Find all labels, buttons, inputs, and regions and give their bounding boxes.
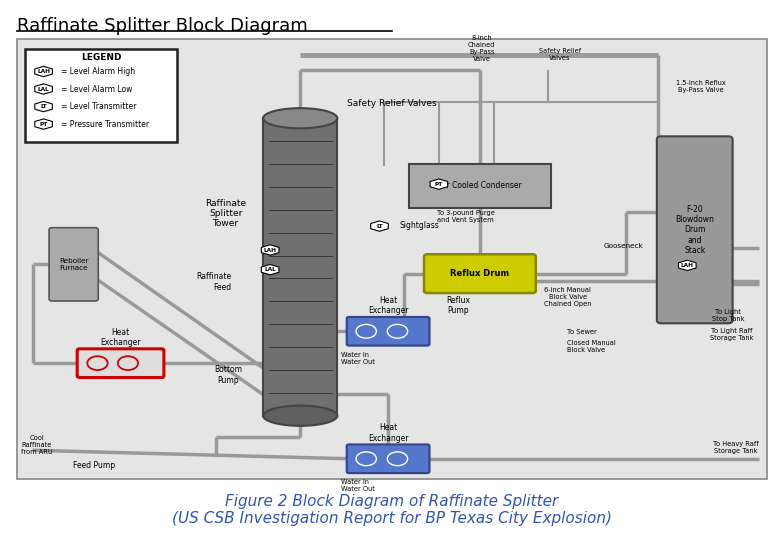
Text: Water In
Water Out: Water In Water Out [341,480,375,492]
Text: PT: PT [435,182,443,186]
Text: To Heavy Raff
Storage Tank: To Heavy Raff Storage Tank [713,441,759,454]
FancyBboxPatch shape [409,164,550,208]
Text: LAH: LAH [681,263,694,268]
FancyBboxPatch shape [347,317,430,345]
Text: Reboiler
Furnace: Reboiler Furnace [59,258,89,271]
Text: Heat
Exchanger: Heat Exchanger [368,296,408,316]
Text: Safety Relief
Valves: Safety Relief Valves [539,48,581,61]
Text: (US CSB Investigation Report for BP Texas City Explosion): (US CSB Investigation Report for BP Texa… [172,511,612,527]
Text: Raffinate Splitter Block Diagram: Raffinate Splitter Block Diagram [17,17,308,35]
Text: Reflux
Pump: Reflux Pump [446,295,470,315]
Text: To Light
Stop Tank: To Light Stop Tank [712,309,744,323]
Polygon shape [34,119,53,129]
Text: Heat
Exchanger: Heat Exchanger [100,328,141,347]
Text: Safety Relief Valves: Safety Relief Valves [347,99,437,108]
Text: = Level Transmitter: = Level Transmitter [61,102,136,111]
Polygon shape [678,260,696,271]
Text: PT: PT [39,122,48,127]
Text: LT: LT [40,104,47,109]
Text: LAL: LAL [38,87,49,91]
FancyBboxPatch shape [17,38,767,480]
Text: F-20
Blowdown
Drum
and
Stack: F-20 Blowdown Drum and Stack [675,205,714,255]
Text: = Pressure Transmitter: = Pressure Transmitter [61,120,149,129]
Text: Heat
Exchanger: Heat Exchanger [368,423,408,443]
FancyBboxPatch shape [77,349,164,378]
FancyBboxPatch shape [347,444,430,473]
Text: Feed Pump: Feed Pump [72,461,114,469]
Ellipse shape [263,406,337,426]
FancyBboxPatch shape [424,254,535,293]
Text: 6-inch Manual
Block Valve
Chained Open: 6-inch Manual Block Valve Chained Open [544,287,591,307]
Text: Gooseneck: Gooseneck [604,243,643,249]
Ellipse shape [263,108,337,128]
Polygon shape [430,179,448,190]
Polygon shape [261,245,279,255]
Text: LAL: LAL [264,267,276,272]
Text: To Sewer: To Sewer [567,329,597,335]
FancyBboxPatch shape [657,136,732,323]
Polygon shape [34,66,53,77]
Polygon shape [261,264,279,275]
Text: 1.5-inch Reflux
By-Pass Valve: 1.5-inch Reflux By-Pass Valve [676,80,725,93]
FancyBboxPatch shape [49,227,98,301]
Text: = Level Alarm Low: = Level Alarm Low [61,84,132,93]
Text: Reflux Drum: Reflux Drum [450,269,510,278]
Text: Closed Manual
Block Valve: Closed Manual Block Valve [567,340,615,353]
FancyBboxPatch shape [25,49,177,142]
Text: LAH: LAH [37,69,50,74]
Text: LT: LT [376,224,383,229]
Text: = Level Alarm High: = Level Alarm High [61,67,135,76]
Polygon shape [371,221,388,231]
Text: Bottom
Pump: Bottom Pump [214,365,242,384]
Text: LAH: LAH [263,247,277,253]
Text: Cool
Raffinate
from ARU: Cool Raffinate from ARU [20,435,53,455]
Text: 8-inch
Chained
By-Pass
Valve: 8-inch Chained By-Pass Valve [468,35,495,61]
Text: To 3-pound Purge
and Vent System: To 3-pound Purge and Vent System [437,210,495,223]
Text: Air Cooled Condenser: Air Cooled Condenser [438,182,521,191]
Polygon shape [34,101,53,112]
Text: Figure 2 Block Diagram of Raffinate Splitter: Figure 2 Block Diagram of Raffinate Spli… [225,494,559,509]
FancyBboxPatch shape [263,118,337,416]
Text: Raffinate
Feed: Raffinate Feed [197,272,232,292]
Polygon shape [34,84,53,94]
Text: Water In
Water Out: Water In Water Out [341,352,375,365]
Text: LEGEND: LEGEND [81,53,122,62]
Text: Sightglass: Sightglass [400,221,440,230]
Text: To Light Raff
Storage Tank: To Light Raff Storage Tank [710,328,753,342]
Text: Raffinate
Splitter
Tower: Raffinate Splitter Tower [205,199,246,229]
